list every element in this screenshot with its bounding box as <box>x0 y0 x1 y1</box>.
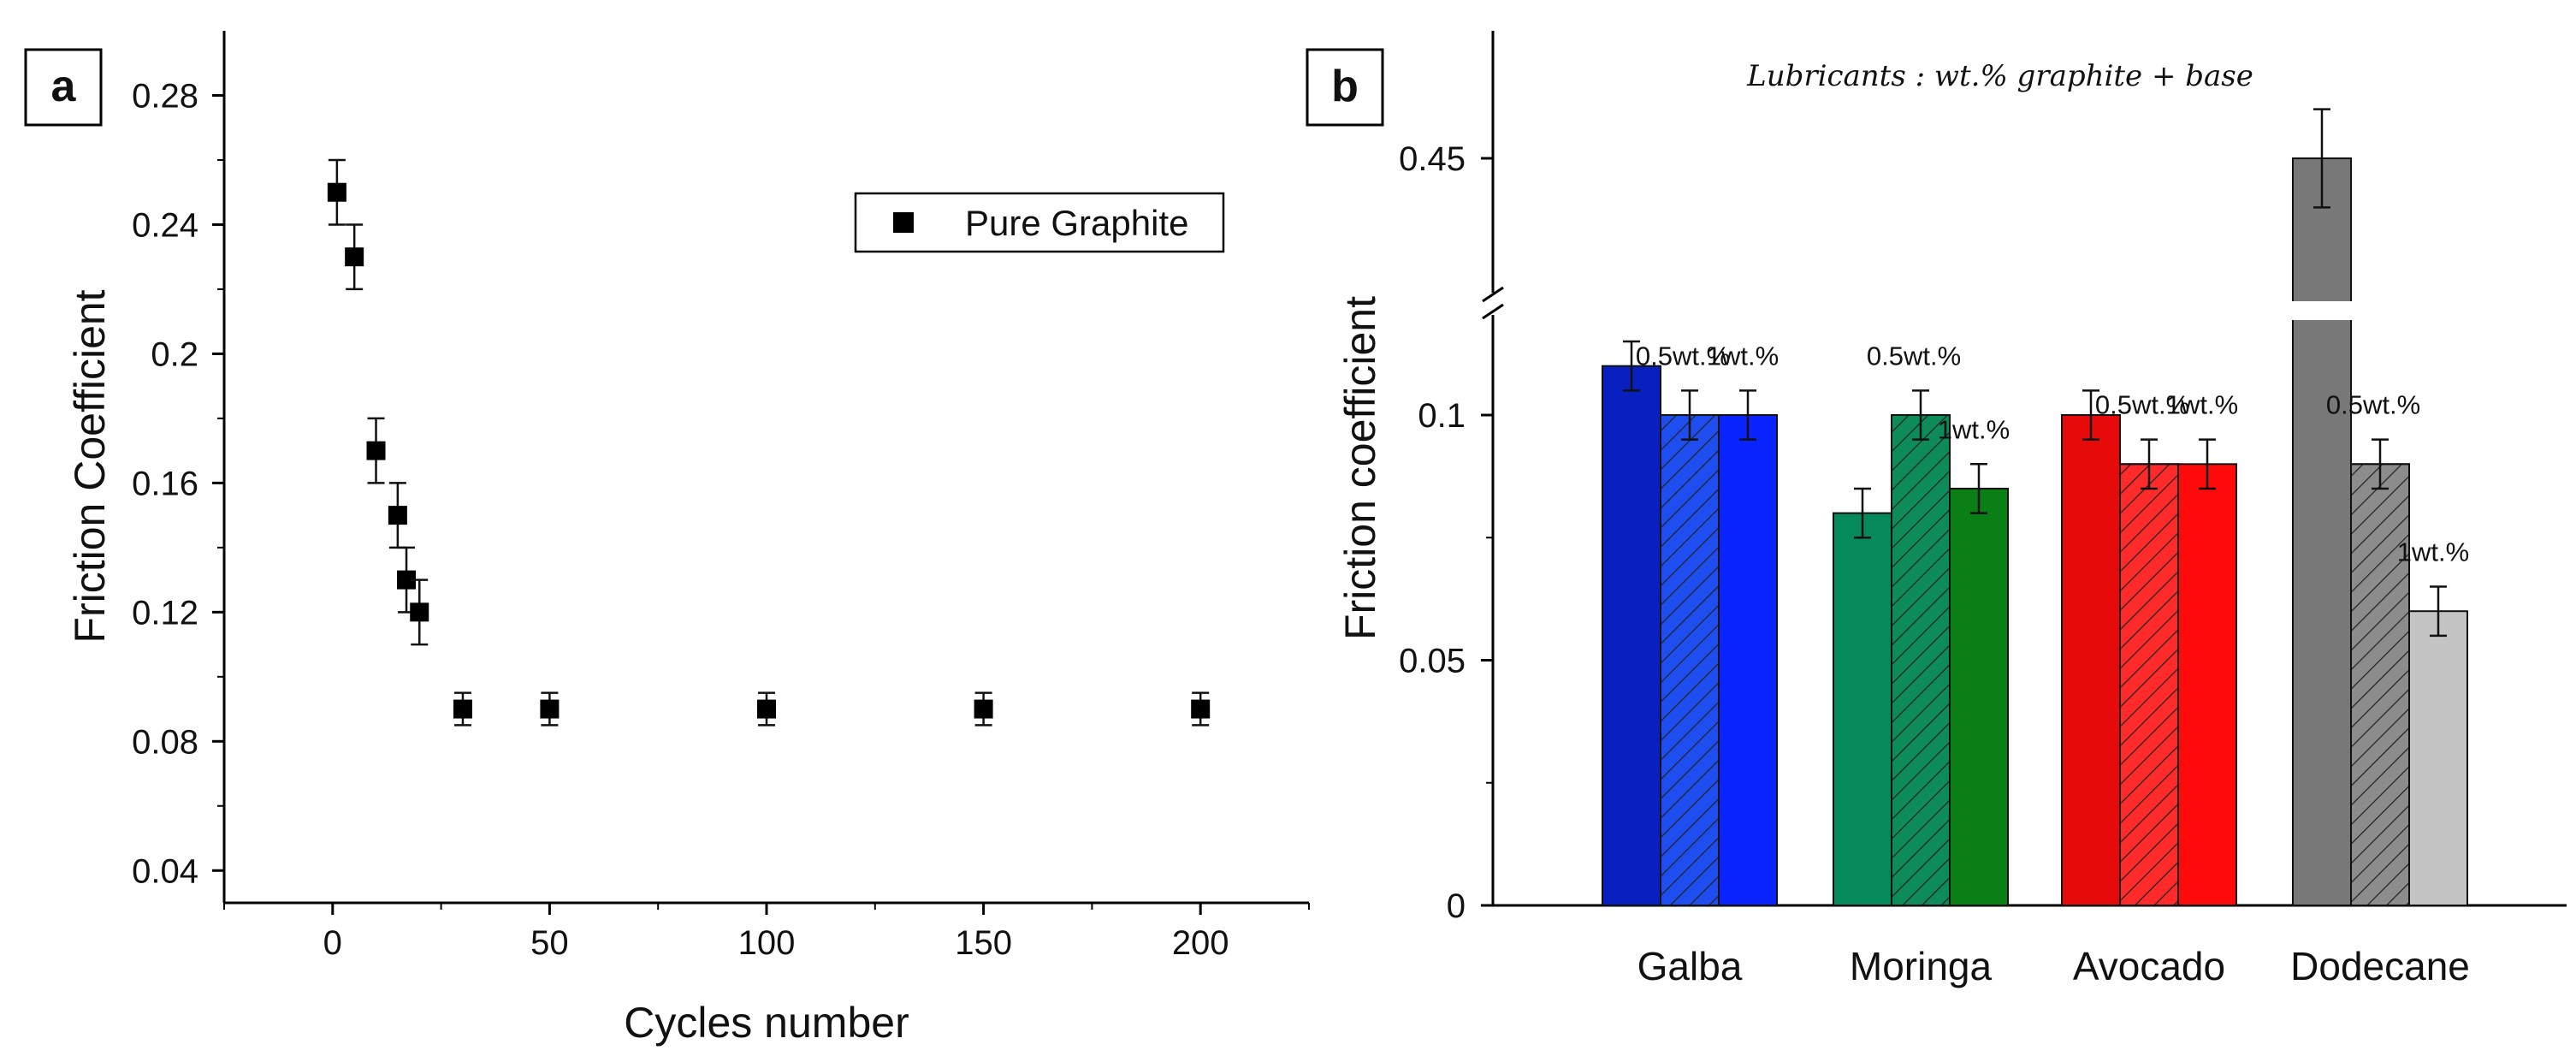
panel-a-data-points <box>327 158 1211 727</box>
category-label-avocado: Avocado <box>2073 944 2225 988</box>
panel-b-y-axis-title: Friction coefficient <box>1336 296 1384 640</box>
y-tick-label: 0.04 <box>132 852 198 890</box>
legend-entry-pure-graphite: Pure Graphite <box>965 203 1188 243</box>
panel-b-bars: 0.5wt.%1wt.% 0.5wt.%1wt.%0.5wt.%1wt.% 0.5w… <box>1602 108 2469 906</box>
category-label-dodecane: Dodecane <box>2290 944 2470 988</box>
y-tick-label: 0.24 <box>132 206 198 244</box>
bar-group-galba: 0.5wt.%1wt.% <box>1602 340 1779 906</box>
panel-a-y-axis-title: Friction Coefficient <box>66 289 114 643</box>
data-point-4 <box>397 546 417 614</box>
panel-b-axis-break <box>1482 286 1504 320</box>
panel-b: b Lubricants : wt.% graphite + base 0 0.0… <box>1306 31 2567 988</box>
bar-galba-base <box>1602 365 1661 906</box>
bar-hatch-overlay <box>1660 414 1720 906</box>
bar-moringa-base <box>1833 512 1892 906</box>
category-label-galba: Galba <box>1637 944 1743 988</box>
panel-a: a 0.04 0.08 0.12 0.16 0.2 0.24 0.28 0 50 100 150 2… <box>24 31 1310 1047</box>
panel-a-legend: Pure Graphite <box>854 192 1225 253</box>
bar-hatch-overlay <box>2119 463 2179 906</box>
data-point-7 <box>540 691 560 727</box>
category-label-moringa: Moringa <box>1850 944 1993 988</box>
bar-annotation-1wt: 1wt.% <box>2166 390 2238 420</box>
square-marker <box>453 699 472 719</box>
square-marker <box>1191 699 1211 719</box>
legend-box <box>854 192 1225 253</box>
bar-annotation-1wt: 1wt.% <box>1707 341 1779 371</box>
x-tick-label: 150 <box>955 924 1012 962</box>
x-tick-label: 100 <box>738 924 796 962</box>
square-marker <box>397 570 417 590</box>
x-tick-label: 50 <box>530 924 569 962</box>
bar-annotation-0-5wt: 0.5wt.% <box>2095 390 2189 420</box>
square-marker <box>757 699 776 719</box>
panel-a-y-ticks: 0.04 0.08 0.12 0.16 0.2 0.24 0.28 <box>132 77 224 890</box>
square-marker <box>974 699 993 719</box>
bar-annotation-1wt: 1wt.% <box>2397 537 2469 567</box>
y-tick-label: 0.05 <box>1399 643 1466 680</box>
panel-a-x-axis-title: Cycles number <box>624 999 909 1047</box>
data-point-8 <box>757 691 776 727</box>
panel-a-label-box <box>24 48 103 127</box>
panel-b-label-box <box>1306 48 1384 127</box>
panel-b-label: b <box>1331 62 1359 111</box>
y-tick-label: 0.2 <box>151 335 198 373</box>
bar-hatch-overlay <box>2350 463 2410 906</box>
square-marker <box>540 699 560 719</box>
bar-group-dodecane: 0.5wt.% 1wt.% <box>2292 108 2469 906</box>
square-marker <box>327 182 346 202</box>
bar-annotation-0-5wt: 0.5wt.% <box>1636 341 1730 371</box>
y-tick-label: 0.1 <box>1418 397 1466 435</box>
bar-moringa-1wt <box>1949 487 2009 906</box>
y-tick-label: 0.12 <box>132 594 198 632</box>
data-point-6 <box>453 691 472 727</box>
square-marker <box>366 441 386 460</box>
data-point-2 <box>366 417 386 484</box>
data-point-10 <box>1191 691 1211 727</box>
panel-b-y-ticks: 0 0.05 0.1 0.45 <box>1399 140 1493 925</box>
x-tick-label: 200 <box>1172 924 1229 962</box>
data-point-1 <box>345 223 364 291</box>
x-tick-label: 0 <box>323 924 342 962</box>
bar-break-gap <box>2291 301 2353 320</box>
y-tick-label: 0.08 <box>132 723 198 761</box>
bar-hatch-overlay <box>1891 414 1951 906</box>
square-marker <box>410 602 429 622</box>
panel-b-category-labels: Galba Moringa Avocado Dodecane <box>1637 944 2470 988</box>
bar-avocado-1wt <box>2177 463 2237 906</box>
square-marker <box>345 247 364 267</box>
bar-avocado-base <box>2061 414 2121 906</box>
panel-a-x-ticks: 0 50 100 150 200 <box>223 903 1310 962</box>
y-tick-label: 0 <box>1447 887 1466 925</box>
y-tick-label: 0.45 <box>1399 140 1466 178</box>
legend-marker-square <box>893 212 914 233</box>
y-tick-label: 0.16 <box>132 465 198 502</box>
bar-annotation-0-5wt: 0.5wt.% <box>1867 341 1961 371</box>
bar-dodecane-base <box>2292 157 2352 906</box>
bar-group-moringa: 0.5wt.% 1wt.% <box>1833 341 2010 906</box>
bar-galba-1wt <box>1718 414 1778 906</box>
y-tick-label: 0.28 <box>132 77 198 115</box>
bar-dodecane-1wt <box>2408 610 2468 906</box>
data-point-0 <box>327 158 346 226</box>
bar-group-avocado: 0.5wt.%1wt.% <box>2061 389 2238 906</box>
data-point-9 <box>974 691 993 727</box>
bar-annotation-1wt: 1wt.% <box>1938 414 2010 444</box>
data-point-3 <box>388 482 407 549</box>
panel-b-subtitle: Lubricants : wt.% graphite + base <box>1746 59 2253 93</box>
panel-a-label: a <box>51 62 77 111</box>
bar-annotation-0-5wt: 0.5wt.% <box>2326 390 2420 420</box>
square-marker <box>388 506 407 525</box>
data-point-5 <box>410 578 429 646</box>
